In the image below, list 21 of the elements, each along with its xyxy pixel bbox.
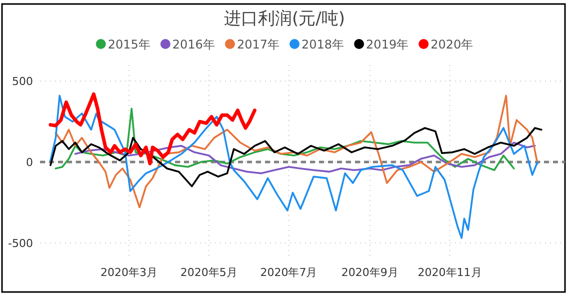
x-tick-label: 2020年7月 <box>260 266 318 279</box>
line-series <box>50 94 538 239</box>
legend-label: 2016年 <box>172 38 215 52</box>
line-series <box>48 92 256 166</box>
x-tick-label: 2020年11月 <box>418 266 482 279</box>
x-tick-label: 2020年9月 <box>341 266 398 279</box>
line-series <box>74 142 536 174</box>
y-tick-label: 0 <box>26 156 33 169</box>
x-tick-label: 2020年3月 <box>100 266 158 279</box>
line-series <box>50 127 542 188</box>
line-series <box>54 94 538 208</box>
y-tick-label: -500 <box>8 236 33 250</box>
legend-label: 2020年 <box>430 38 474 52</box>
x-tick-label: 2020年5月 <box>180 266 238 279</box>
y-tick-label: 500 <box>12 75 33 88</box>
legend-label: 2015年 <box>108 38 150 52</box>
line-series <box>54 108 515 171</box>
legend-label: 2019年 <box>366 38 409 52</box>
chart-title: 进口利润(元/吨) <box>224 9 345 29</box>
legend-label: 2017年 <box>236 38 280 52</box>
legend-label: 2018年 <box>302 38 344 52</box>
